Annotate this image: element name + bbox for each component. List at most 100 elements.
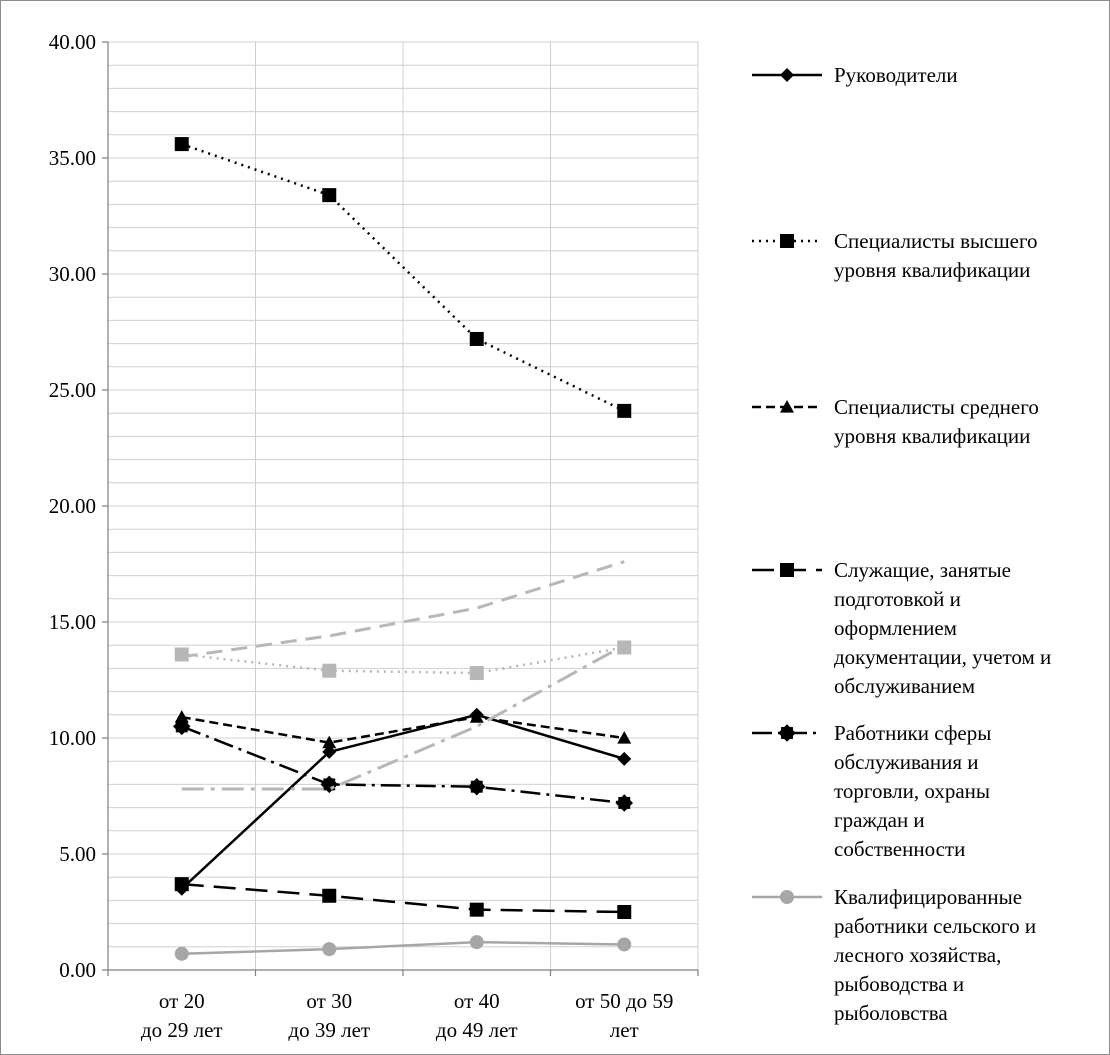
legend-label-line: лесного хозяйства, <box>834 943 1001 967</box>
legend-label-line: работники сельского и <box>834 914 1036 938</box>
legend-item: Руководители <box>752 63 958 87</box>
legend-label: Специалисты среднего уровня квалификации <box>834 395 1039 448</box>
x-tick-label: от 20 до 29 лет <box>141 989 223 1042</box>
series-line <box>181 940 625 956</box>
legend-label-line: граждан и <box>834 808 925 832</box>
data-point-circle <box>174 946 189 961</box>
legend-label-line: рыбоводства и <box>834 972 964 996</box>
series-3 <box>174 877 632 919</box>
data-point-star <box>615 794 633 812</box>
data-point-circle <box>780 890 794 904</box>
x-tick-label: от 50 до 59 лет <box>575 989 673 1042</box>
legend-item: Специалисты высшего уровня квалификации <box>752 229 1038 282</box>
data-point-triangle <box>322 735 337 749</box>
data-point-diamond <box>322 744 337 759</box>
y-tick-label: 40.00 <box>49 30 96 54</box>
x-tick-label: от 40 до 49 лет <box>436 989 518 1042</box>
x-tick-label-line: до 49 лет <box>436 1018 518 1042</box>
data-point-star <box>468 777 486 796</box>
data-point-star-spike <box>173 717 191 736</box>
legend-label-line: Специалисты среднего <box>834 395 1039 419</box>
legend-label: Служащие, занятые подготовкой и оформление… <box>834 558 1051 698</box>
x-tick-label: от 30 до 39 лет <box>288 989 370 1042</box>
legend-label-line: уровня квалификации <box>834 424 1030 448</box>
x-tick-label-line: до 39 лет <box>288 1018 370 1042</box>
data-point-square <box>174 137 189 152</box>
grid-layer <box>107 41 699 971</box>
legend-label-line: рыболовства <box>834 1001 948 1025</box>
data-point-star <box>173 717 191 736</box>
data-point-star-spike <box>468 777 486 796</box>
series-line <box>181 882 625 914</box>
data-point-star-spike <box>615 794 633 812</box>
series-7 <box>181 560 625 659</box>
legend-label-line: Служащие, занятые <box>834 558 1011 582</box>
data-point-triangle <box>617 731 632 744</box>
series-line <box>181 715 625 744</box>
data-point-square <box>617 403 632 418</box>
series-1 <box>174 137 632 418</box>
y-tick-label: 15.00 <box>49 610 96 634</box>
data-point-square <box>322 888 337 903</box>
legend-label-line: обслуживанием <box>834 674 975 698</box>
data-point-square <box>469 902 484 917</box>
data-point-circle <box>322 942 337 957</box>
data-point-square <box>322 188 337 203</box>
legend-label: Работники сферы обслуживания и торговли, о… <box>834 721 991 861</box>
x-tick-label-line: до 29 лет <box>141 1018 223 1042</box>
series-line <box>181 560 625 659</box>
data-point-square <box>780 563 794 577</box>
y-tick-label: 25.00 <box>49 378 96 402</box>
data-point-circle <box>469 935 484 950</box>
data-point-square <box>617 640 632 655</box>
x-tick-label-line: от 40 <box>454 989 500 1013</box>
data-point-square <box>469 331 484 346</box>
legend-label-line: подготовкой и <box>834 587 961 611</box>
legend-label-line: документации, учетом и <box>834 645 1051 669</box>
series-line <box>181 725 625 805</box>
data-point-square <box>780 234 794 248</box>
x-tick-label-line: от 50 до 59 <box>575 989 673 1013</box>
legend-label: Руководители <box>834 63 958 87</box>
data-point-star <box>778 724 796 742</box>
y-tick-label: 10.00 <box>49 726 96 750</box>
data-point-diamond <box>617 751 632 766</box>
y-tick-label: 30.00 <box>49 262 96 286</box>
data-point-diamond <box>780 68 794 82</box>
legend-item: Служащие, занятые подготовкой и оформление… <box>752 558 1051 698</box>
series-5 <box>174 935 632 961</box>
legend-label-line: Руководители <box>834 63 958 87</box>
legend-label-line: Работники сферы <box>834 721 991 745</box>
legend-label-line: уровня квалификации <box>834 258 1030 282</box>
legend-label: Квалифицированные работники сельского и ле… <box>834 885 1036 1025</box>
legend-label-line: собственности <box>834 837 965 861</box>
legend-label: Специалисты высшего уровня квалификации <box>834 229 1038 282</box>
legend-label-line: обслуживания и <box>834 750 979 774</box>
series-2 <box>174 710 632 749</box>
data-point-square <box>322 663 337 678</box>
series-line <box>181 643 625 791</box>
y-tick-label: 20.00 <box>49 494 96 518</box>
series-line <box>180 713 625 890</box>
legend-item: Квалифицированные работники сельского и ле… <box>752 885 1036 1025</box>
legend-label-line: оформлением <box>834 616 957 640</box>
series-line <box>181 142 625 413</box>
series-6 <box>174 640 632 681</box>
y-tick-label: 5.00 <box>59 842 96 866</box>
legend-label-line: торговли, охраны <box>834 779 990 803</box>
data-point-triangle <box>780 400 794 413</box>
x-tick-label-line: от 20 <box>159 989 205 1013</box>
data-point-square <box>174 877 189 892</box>
data-point-square <box>617 905 632 919</box>
legend-label-line: Специалисты высшего <box>834 229 1038 253</box>
legend-item: Специалисты среднего уровня квалификации <box>752 395 1039 448</box>
x-tick-label-line: от 30 <box>306 989 352 1013</box>
series-8 <box>181 643 625 791</box>
y-tick-label: 35.00 <box>49 146 96 170</box>
data-point-square <box>469 666 484 681</box>
axis-layer: 0.00 5.00 10.00 15.00 20.00 25.00 30.00 35.00 40… <box>49 30 699 1042</box>
data-point-circle <box>617 937 632 952</box>
data-point-star-spike <box>778 724 796 742</box>
